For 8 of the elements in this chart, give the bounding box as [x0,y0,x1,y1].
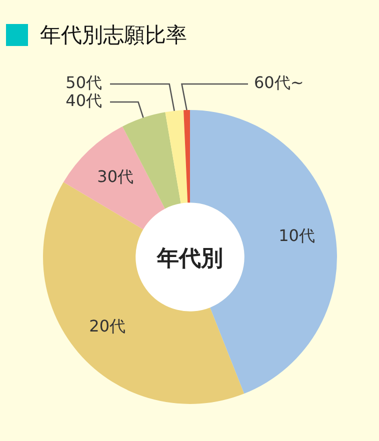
slice-label: 30代 [97,167,134,186]
slice-label: 60代~ [254,73,304,92]
slice-label: 10代 [278,226,315,245]
slice-label: 40代 [66,91,102,110]
text: 年代別 [156,246,223,272]
slice-label: 50代 [66,73,102,92]
chart-title: 年代別志願比率 [40,22,187,49]
slice-label: 20代 [89,316,126,336]
